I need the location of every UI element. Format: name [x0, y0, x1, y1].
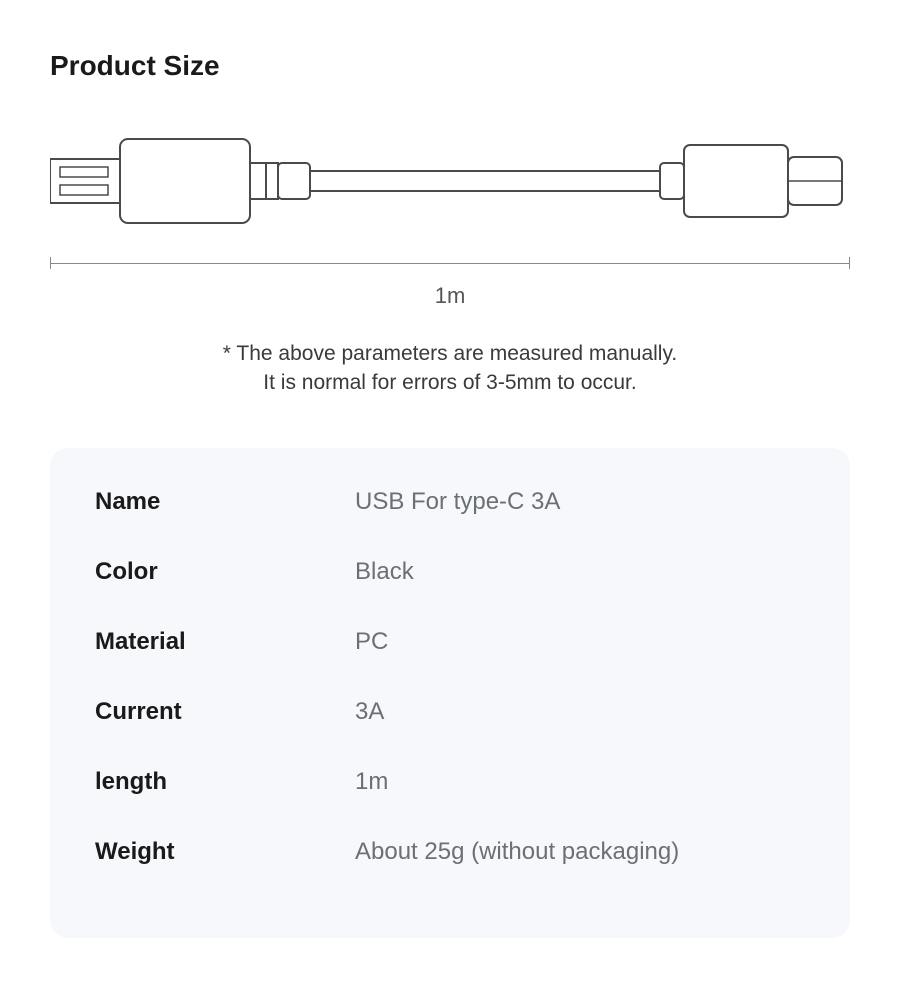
dimension-label: 1m [50, 283, 850, 309]
spec-value-name: USB For type-C 3A [355, 488, 805, 516]
dim-rule [50, 263, 850, 264]
page-container: Product Size 1m * [0, 0, 900, 988]
dim-tick-right [849, 257, 850, 269]
spec-row: Name USB For type-C 3A [95, 488, 805, 516]
spec-row: Current 3A [95, 698, 805, 726]
disclaimer-text: * The above parameters are measured manu… [50, 339, 850, 398]
spec-row: Color Black [95, 558, 805, 586]
spec-label-weight: Weight [95, 838, 355, 866]
spec-value-length: 1m [355, 768, 805, 796]
disclaimer-line-1: * The above parameters are measured manu… [50, 339, 850, 368]
spec-value-material: PC [355, 628, 805, 656]
spec-row: Weight About 25g (without packaging) [95, 838, 805, 866]
cable-svg [50, 127, 850, 237]
spec-value-color: Black [355, 558, 805, 586]
spec-label-current: Current [95, 698, 355, 726]
disclaimer-line-2: It is normal for errors of 3-5mm to occu… [50, 368, 850, 397]
spec-row: Material PC [95, 628, 805, 656]
spec-label-length: length [95, 768, 355, 796]
dimension-line [50, 257, 850, 277]
page-title: Product Size [50, 50, 850, 82]
spec-label-color: Color [95, 558, 355, 586]
spec-card: Name USB For type-C 3A Color Black Mater… [50, 448, 850, 938]
spec-value-current: 3A [355, 698, 805, 726]
spec-label-name: Name [95, 488, 355, 516]
spec-value-weight: About 25g (without packaging) [355, 838, 805, 866]
cable-diagram [50, 127, 850, 247]
spec-label-material: Material [95, 628, 355, 656]
spec-row: length 1m [95, 768, 805, 796]
